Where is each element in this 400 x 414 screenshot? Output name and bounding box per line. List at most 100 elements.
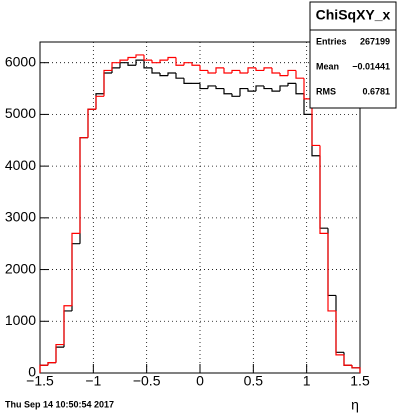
histogram-bin <box>151 67 160 74</box>
y-tick-label: 5000 <box>5 105 36 121</box>
histogram-bin <box>71 232 80 306</box>
stats-label: Entries <box>316 36 347 46</box>
histogram-bin <box>151 60 160 64</box>
histogram-bin <box>71 243 80 311</box>
histogram-bin <box>167 72 176 76</box>
histogram-bin <box>119 59 128 63</box>
histogram-bin <box>247 67 256 74</box>
histogram-bin <box>127 62 136 66</box>
histogram-bin <box>279 85 288 92</box>
histogram-bin <box>239 70 248 74</box>
histogram-bin <box>143 60 152 69</box>
histogram-bin <box>319 145 328 234</box>
histogram-bin <box>183 78 192 84</box>
histogram-bin <box>167 56 176 61</box>
histogram-bin <box>327 233 336 312</box>
histogram-bin <box>215 67 224 74</box>
histogram-bin <box>63 305 72 345</box>
histogram-bin <box>263 85 272 90</box>
histogram-bin <box>351 365 361 373</box>
histogram-bin <box>111 62 120 71</box>
histogram-bin <box>63 310 72 348</box>
histogram-bin <box>303 93 312 116</box>
stats-value: 267199 <box>360 36 390 46</box>
histogram-bin <box>271 88 280 92</box>
y-tick-label: 4000 <box>5 157 36 173</box>
histogram-bin <box>311 114 320 157</box>
histogram-bin <box>263 67 272 71</box>
x-tick-label: 0 <box>196 373 204 389</box>
histogram-bin <box>103 72 112 94</box>
histogram-bin <box>47 362 56 366</box>
histogram-bin <box>119 62 128 68</box>
histogram-bin <box>215 85 224 90</box>
histogram-bin <box>247 88 256 92</box>
x-tick-label: −1 <box>85 373 101 389</box>
histogram-bin <box>87 108 96 138</box>
histogram-bin <box>239 87 248 97</box>
timestamp: Thu Sep 14 10:50:54 2017 <box>5 399 114 409</box>
histogram-bin <box>207 70 216 74</box>
histogram-bin <box>135 54 144 58</box>
histogram-bin <box>343 354 352 366</box>
y-tick-label: 2000 <box>5 260 36 276</box>
stats-label: RMS <box>316 86 336 96</box>
histogram-bin <box>255 67 264 72</box>
histogram-bin <box>95 95 104 110</box>
histogram-bin <box>103 69 112 97</box>
x-tick-label: 1 <box>303 373 311 389</box>
stats-title: ChiSqXY_x <box>316 7 391 23</box>
y-tick-label: 6000 <box>5 53 36 69</box>
histogram-bin <box>55 343 64 363</box>
histogram-bin <box>223 67 232 74</box>
x-tick-label: 1.5 <box>350 373 370 389</box>
histogram-bin <box>159 59 168 63</box>
histogram-bin <box>343 352 352 366</box>
histogram-bin <box>175 57 184 66</box>
histogram-bin <box>143 54 152 61</box>
histogram-bin <box>111 67 120 74</box>
stats-box <box>309 1 397 109</box>
x-tick-label: −0.5 <box>133 373 161 389</box>
histogram-bin <box>271 67 280 74</box>
histogram-bin <box>79 137 88 244</box>
histogram-bin <box>175 73 184 79</box>
x-tick-label: −1.5 <box>26 373 54 389</box>
y-tick-label: 1000 <box>5 312 36 328</box>
x-axis-label: η <box>351 397 359 413</box>
histogram-bin <box>335 310 344 356</box>
histogram-bin <box>335 295 344 353</box>
histogram-bin <box>223 88 232 95</box>
histogram-bin <box>295 83 304 95</box>
y-tick-label: 0 <box>28 364 36 380</box>
histogram-bin <box>287 82 296 86</box>
x-tick-label: 0.5 <box>244 373 264 389</box>
histogram-bin <box>327 228 336 297</box>
histogram-bin <box>191 62 200 66</box>
histogram-bin <box>207 85 216 89</box>
histogram-bin <box>87 108 96 138</box>
histogram-bin <box>295 70 304 79</box>
stats-value: −0.01441 <box>352 61 390 71</box>
histogram-bin <box>231 93 240 97</box>
histogram-bin <box>311 98 320 147</box>
stats-value: 0.6781 <box>362 86 390 96</box>
histogram-bin <box>199 65 208 72</box>
histogram-bin <box>159 73 168 77</box>
histogram-bin <box>319 155 328 229</box>
histogram-bin <box>79 137 88 234</box>
histogram-bin <box>279 73 288 77</box>
histogram-bin <box>55 346 64 363</box>
histogram-bin <box>135 59 144 66</box>
histogram-bin <box>255 85 264 92</box>
histogram-bin <box>199 83 208 90</box>
stats-label: Mean <box>316 61 339 71</box>
histogram-bin <box>303 78 312 100</box>
histogram-bin <box>231 69 240 74</box>
y-tick-label: 3000 <box>5 209 36 225</box>
histogram-bin <box>39 364 48 373</box>
histogram-bin <box>127 56 136 61</box>
histogram-bin <box>183 62 192 66</box>
histogram-bin <box>287 69 296 76</box>
